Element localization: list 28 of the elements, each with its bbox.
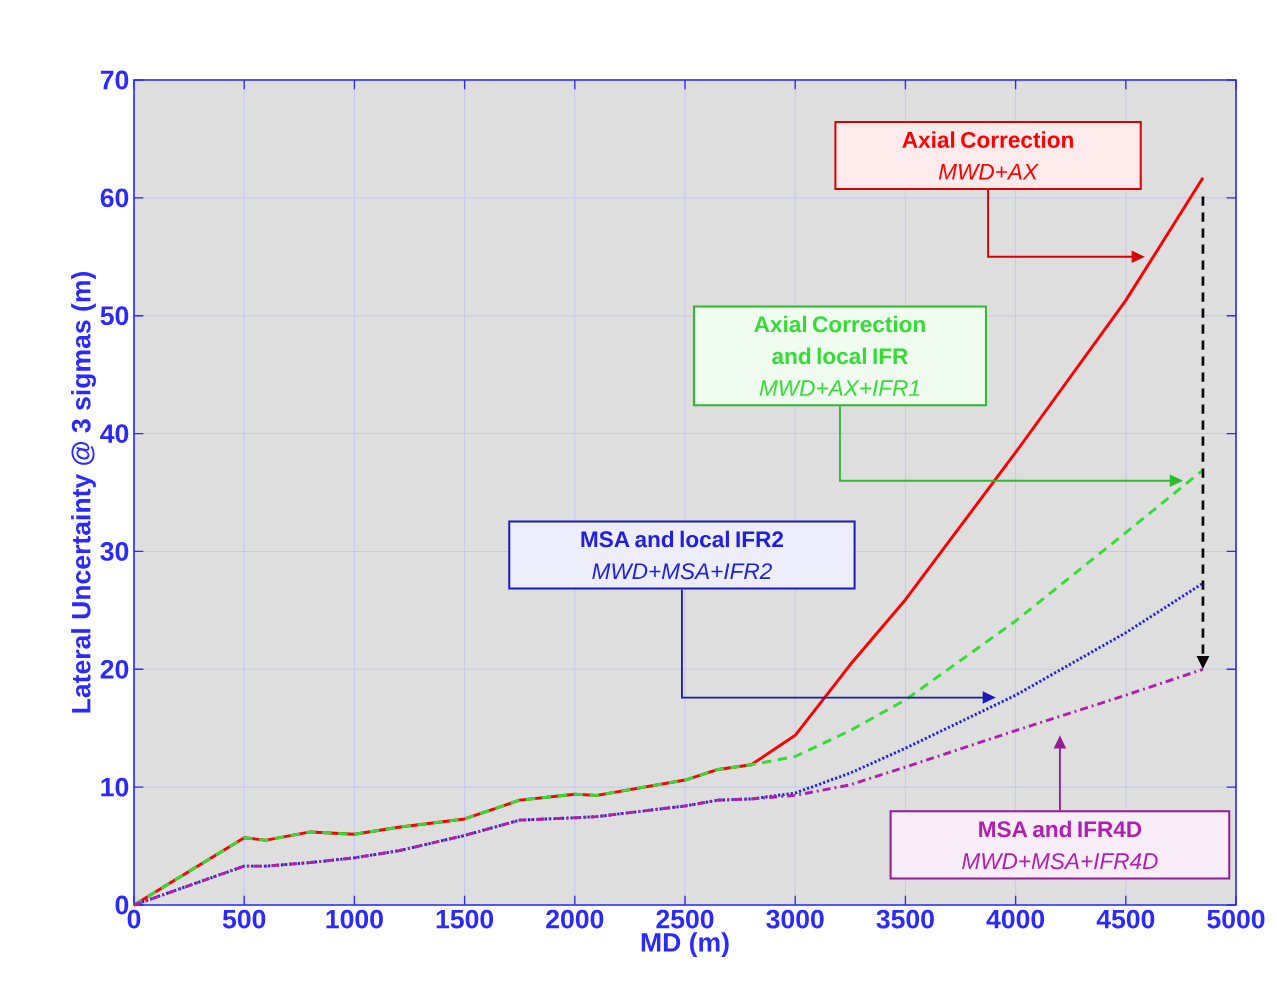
annotation: MWD+AX <box>938 164 1039 180</box>
x-tick-label: 1500 <box>436 909 494 929</box>
x-tick-label: 2000 <box>546 909 604 929</box>
y-tick-label: 30 <box>100 542 129 561</box>
x-tick-label: 500 <box>222 909 266 929</box>
x-tick-label: 4500 <box>1096 909 1155 929</box>
annotation: MWD+MSA+IFR2 <box>592 563 772 580</box>
y-tick-label: 50 <box>100 306 129 326</box>
y-tick-label: 20 <box>100 659 129 679</box>
y-tick-label: 60 <box>100 188 129 208</box>
x-tick-label: 5000 <box>1207 909 1265 929</box>
text: MSA and IFR4D <box>979 820 1142 838</box>
y-tick-label: 70 <box>100 70 129 90</box>
annotation: MWD+MSA+IFR4D <box>962 853 1158 870</box>
text: Axial Correction and local IFR <box>754 315 925 365</box>
x-tick-label: 2500 <box>656 909 714 929</box>
x-axis-title: MD (m) <box>641 932 729 958</box>
x-tick-label: 1000 <box>326 909 383 929</box>
y-tick-label: 40 <box>100 424 129 443</box>
x-tick-label: 4000 <box>986 909 1045 929</box>
text: MSA and local IFR2 <box>581 530 784 548</box>
y-axis-title: Lateral Uncertainty @ 3 sigmas (m) <box>71 272 96 713</box>
text: Axial Correction <box>902 131 1073 148</box>
annotation: MWD+AX+IFR1 <box>759 380 919 396</box>
x-tick-label: 3000 <box>766 909 824 929</box>
y-tick-label: 10 <box>101 777 129 797</box>
x-tick-label: 3500 <box>876 909 934 929</box>
y-tick-label: 0 <box>115 895 129 915</box>
